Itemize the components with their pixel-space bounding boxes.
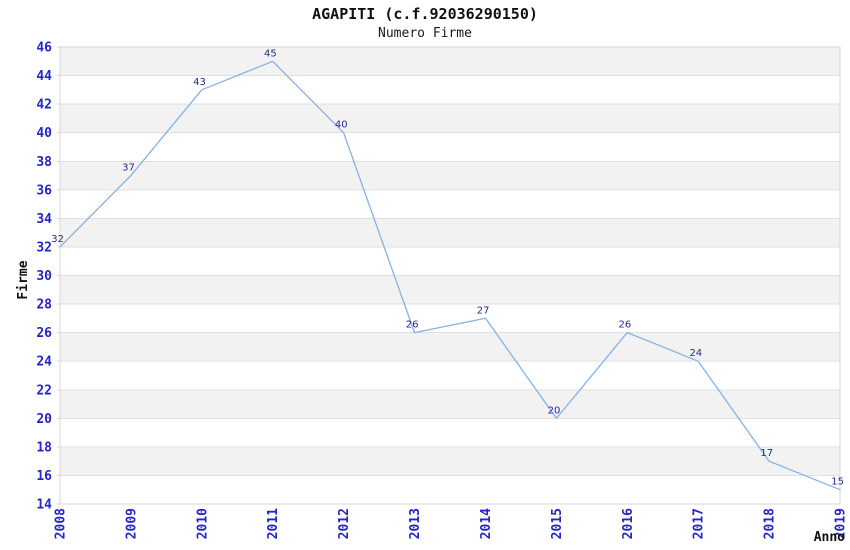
grid-band: [60, 132, 840, 162]
data-label: 37: [122, 163, 135, 174]
x-tick-label: 2019: [834, 508, 849, 539]
x-tick-label: 2008: [54, 508, 69, 539]
y-tick-label: 44: [36, 69, 52, 84]
y-tick-label: 24: [36, 355, 52, 370]
data-label: 43: [193, 77, 206, 88]
chart-subtitle: Numero Firme: [378, 26, 472, 41]
grid-band: [60, 475, 840, 504]
y-tick-label: 40: [36, 126, 52, 141]
grid-band: [60, 218, 840, 247]
x-tick-label: 2015: [550, 508, 565, 539]
y-tick-label: 32: [36, 240, 52, 255]
data-label: 20: [548, 405, 561, 416]
y-tick-label: 22: [36, 383, 52, 398]
data-label: 40: [335, 120, 348, 131]
x-tick-label: 2014: [479, 508, 494, 539]
x-axis-title: Anno: [814, 530, 845, 545]
grid-band: [60, 446, 840, 476]
y-tick-label: 26: [36, 326, 52, 341]
y-tick-label: 36: [36, 183, 52, 198]
data-label: 15: [831, 477, 844, 488]
data-label: 45: [264, 48, 277, 59]
data-label: 32: [51, 234, 64, 245]
y-axis-title: Firme: [16, 260, 31, 299]
grid-band: [60, 246, 840, 276]
y-tick-label: 30: [36, 269, 52, 284]
y-tick-label: 42: [36, 98, 52, 113]
x-tick-label: 2017: [692, 508, 707, 539]
x-tick-label: 2013: [408, 508, 423, 539]
grid-band: [60, 418, 840, 447]
grid-band: [60, 104, 840, 133]
grid-band: [60, 47, 840, 76]
x-tick-label: 2012: [337, 508, 352, 539]
series-line: [59, 60, 841, 491]
data-label: 27: [477, 305, 490, 316]
grid-band: [60, 275, 840, 305]
chart-title: AGAPITI (c.f.92036290150): [312, 5, 538, 23]
data-label: 26: [406, 320, 419, 331]
grid-band: [60, 332, 840, 362]
x-tick-label: 2009: [124, 508, 139, 539]
grid-band: [60, 189, 840, 219]
y-tick-label: 16: [36, 469, 52, 484]
data-label: 17: [760, 448, 773, 459]
grid-band: [60, 75, 840, 105]
data-label: 24: [689, 348, 702, 359]
grid-band: [60, 161, 840, 190]
x-tick-label: 2018: [763, 508, 778, 539]
y-tick-label: 20: [36, 412, 52, 427]
y-tick-label: 38: [36, 155, 52, 170]
x-tick-label: 2011: [266, 508, 281, 539]
y-tick-label: 46: [36, 41, 52, 56]
grid-band: [60, 389, 840, 419]
x-tick-label: 2010: [195, 508, 210, 539]
grid-band: [60, 361, 840, 390]
y-tick-label: 34: [36, 212, 52, 227]
y-tick-label: 18: [36, 440, 52, 455]
grid-band: [60, 304, 840, 333]
y-tick-label: 14: [36, 498, 52, 513]
x-tick-label: 2016: [621, 508, 636, 539]
data-label: 26: [619, 320, 632, 331]
y-tick-label: 28: [36, 298, 52, 313]
